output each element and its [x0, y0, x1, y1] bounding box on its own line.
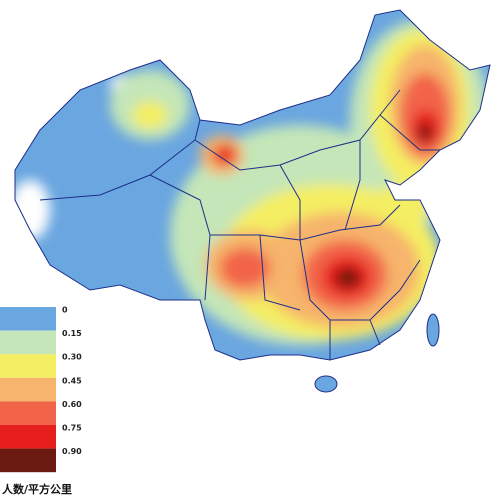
legend-swatch	[0, 401, 56, 425]
island	[314, 375, 338, 393]
legend-label: 0.60	[62, 400, 82, 409]
legend-swatch	[0, 448, 56, 473]
legend-swatch	[0, 377, 56, 402]
map	[15, 10, 490, 392]
legend-swatch	[0, 354, 56, 378]
legend-label: 0	[62, 306, 68, 315]
legend-swatch	[0, 330, 56, 355]
legend-title: 人数/平方公里	[2, 482, 72, 496]
island	[426, 313, 440, 347]
borders	[14, 9, 491, 361]
legend-label: 0.30	[62, 353, 82, 362]
legend-swatch	[0, 307, 56, 331]
legend-label: 0.45	[62, 376, 82, 385]
legend-label: 0.75	[62, 424, 82, 433]
legend: 0 0.15 0.30 0.45 0.60 0.75 0.90	[0, 306, 82, 473]
legend-swatch	[0, 425, 56, 449]
legend-label: 0.15	[62, 329, 82, 338]
legend-label: 0.90	[62, 447, 82, 456]
